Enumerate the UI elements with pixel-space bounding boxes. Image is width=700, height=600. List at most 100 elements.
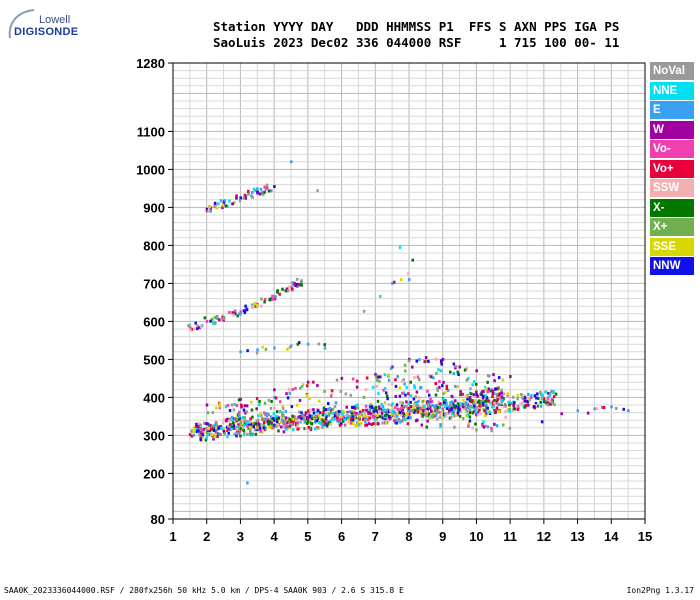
data-point-f-layer-x-trace bbox=[233, 426, 236, 430]
data-point-spread-f-upper-edge bbox=[322, 406, 326, 410]
data-point-f-layer-o-trace bbox=[414, 419, 418, 423]
data-point-f-layer-o-trace bbox=[198, 433, 201, 437]
data-point-third-hop bbox=[219, 199, 223, 203]
data-point-scattered-echoes bbox=[540, 420, 544, 424]
data-point-f-layer-x-trace bbox=[313, 417, 317, 421]
data-point-f-layer-x-trace bbox=[206, 433, 210, 437]
data-point-f-layer-o-trace bbox=[282, 430, 286, 434]
data-point-spread-f-upper-edge bbox=[386, 397, 389, 401]
data-point-second-hop bbox=[290, 281, 294, 285]
data-point-f-layer-o-trace bbox=[466, 413, 470, 417]
data-point-f-layer-o-trace bbox=[239, 419, 243, 423]
data-point-f-layer-o-trace bbox=[458, 404, 461, 408]
data-point-second-hop bbox=[260, 304, 263, 308]
data-point-f-layer-x-trace bbox=[351, 409, 355, 413]
data-point-spread-f-upper-edge bbox=[467, 406, 471, 410]
data-point-spread-f-upper-edge bbox=[215, 406, 218, 410]
data-point-f-layer-x-trace bbox=[389, 416, 392, 420]
data-point-f-layer-x-trace bbox=[438, 405, 442, 409]
data-point-f-layer-x-trace bbox=[316, 409, 320, 413]
y-tick-label: 300 bbox=[143, 428, 165, 443]
data-point-f-layer-x-trace bbox=[448, 400, 452, 404]
data-point-scattered-echoes bbox=[323, 343, 326, 347]
data-point-spread-f-upper-edge bbox=[409, 394, 413, 398]
data-point-spread-f-upper-edge bbox=[400, 379, 404, 383]
data-point-f-layer-o-trace bbox=[502, 405, 506, 409]
data-point-f-layer-o-trace bbox=[190, 434, 194, 438]
data-point-third-hop bbox=[242, 196, 245, 200]
data-point-f-layer-o-trace bbox=[235, 430, 239, 434]
data-point-spread-f-upper-edge bbox=[285, 392, 288, 396]
data-point-f-layer-x-trace bbox=[262, 421, 266, 425]
data-point-second-hop bbox=[255, 303, 259, 307]
data-point-f-layer-x-trace bbox=[448, 408, 452, 412]
data-point-f-layer-x-trace bbox=[353, 404, 357, 408]
data-point-f-layer-o-trace bbox=[252, 421, 255, 425]
data-point-spread-f-upper-edge bbox=[509, 375, 512, 378]
data-point-spread-f-upper-edge bbox=[442, 380, 445, 384]
x-tick-label: 6 bbox=[338, 529, 345, 544]
data-point-f-layer-x-trace bbox=[312, 408, 315, 412]
data-point-f-layer-o-trace bbox=[546, 403, 550, 407]
data-point-spread-f-upper-edge bbox=[441, 416, 444, 420]
data-point-spread-f-upper-edge bbox=[384, 413, 387, 417]
data-point-third-hop bbox=[235, 196, 238, 200]
data-point-spread-f-upper-edge bbox=[407, 359, 411, 363]
data-point-f-layer-x-trace bbox=[292, 418, 295, 422]
legend-item-x-: X- bbox=[650, 198, 694, 217]
data-point-spread-f-upper-edge bbox=[243, 419, 246, 423]
data-point-second-hop bbox=[203, 316, 207, 320]
data-point-f-layer-o-trace bbox=[202, 430, 205, 434]
data-point-second-hop bbox=[290, 285, 293, 289]
data-point-f-layer-o-trace bbox=[271, 424, 274, 428]
data-point-f-layer-x-trace bbox=[424, 412, 427, 416]
data-point-f-layer-x-trace bbox=[339, 418, 343, 422]
data-point-spread-f-upper-edge bbox=[434, 382, 437, 386]
data-point-f-layer-x-trace bbox=[241, 419, 244, 423]
data-point-spread-f-upper-edge bbox=[230, 403, 234, 407]
data-point-f-layer-o-trace bbox=[262, 423, 265, 427]
data-point-third-hop bbox=[256, 190, 259, 194]
data-point-third-hop bbox=[209, 209, 212, 213]
data-point-scattered-echoes bbox=[286, 347, 289, 351]
data-point-spread-f-upper-edge bbox=[458, 407, 461, 411]
data-point-f-layer-o-trace bbox=[447, 411, 450, 415]
data-point-spread-f-upper-edge bbox=[288, 391, 291, 395]
data-point-f-layer-x-trace bbox=[276, 423, 280, 427]
data-point-scattered-echoes bbox=[398, 245, 402, 249]
data-point-second-hop bbox=[215, 316, 219, 320]
data-point-f-layer-x-trace bbox=[360, 413, 364, 417]
data-point-f-layer-o-trace bbox=[479, 403, 483, 407]
data-point-f-layer-x-trace bbox=[398, 400, 402, 404]
data-point-second-hop bbox=[260, 297, 263, 301]
data-point-f-layer-o-trace bbox=[259, 429, 263, 433]
data-point-spread-f-upper-edge bbox=[436, 387, 439, 391]
data-point-second-hop bbox=[190, 327, 193, 331]
data-point-third-hop bbox=[217, 202, 220, 206]
data-point-f-layer-x-trace bbox=[331, 407, 335, 411]
data-point-f-layer-o-trace bbox=[349, 421, 353, 425]
data-point-f-layer-o-trace bbox=[208, 429, 211, 433]
data-point-f-layer-o-trace bbox=[523, 394, 526, 398]
data-point-f-layer-o-trace bbox=[475, 405, 479, 409]
data-point-f-layer-o-trace bbox=[283, 423, 286, 427]
data-point-f-layer-x-trace bbox=[445, 401, 448, 405]
data-point-spread-f-upper-edge bbox=[417, 399, 420, 403]
data-point-spread-f-upper-edge bbox=[384, 391, 388, 395]
data-point-spread-f-upper-edge bbox=[484, 386, 487, 390]
data-point-spread-f-upper-edge bbox=[316, 384, 319, 388]
data-point-spread-f-upper-edge bbox=[506, 392, 510, 396]
data-point-f-layer-x-trace bbox=[429, 397, 432, 401]
data-point-f-layer-x-trace bbox=[429, 400, 432, 404]
data-point-f-layer-o-trace bbox=[382, 408, 385, 412]
data-point-spread-f-upper-edge bbox=[443, 401, 446, 405]
data-point-f-layer-o-trace bbox=[484, 412, 488, 416]
data-point-f-layer-o-trace bbox=[212, 437, 215, 441]
data-point-second-hop bbox=[273, 297, 277, 301]
data-point-second-hop bbox=[231, 311, 234, 315]
data-point-spread-f-upper-edge bbox=[362, 395, 366, 399]
data-point-f-layer-x-trace bbox=[479, 399, 483, 403]
data-point-spread-f-upper-edge bbox=[317, 414, 321, 418]
data-point-f-layer-x-trace bbox=[225, 425, 229, 429]
data-point-spread-f-upper-edge bbox=[368, 416, 371, 420]
